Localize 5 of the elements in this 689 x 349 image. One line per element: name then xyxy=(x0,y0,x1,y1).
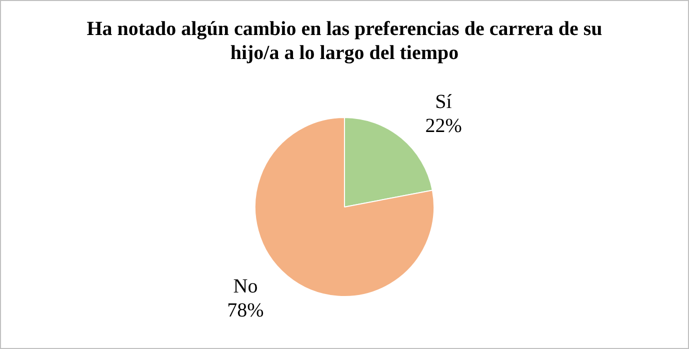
slice-label: No xyxy=(233,275,258,298)
chart-title: Ha notado algún cambio en las preferencias de carrera de su hijo/a a lo largo del tiempo xyxy=(86,17,604,65)
data-label: 78% xyxy=(227,299,264,322)
slice-label: Sí xyxy=(435,91,452,114)
data-label: 22% xyxy=(425,115,462,138)
